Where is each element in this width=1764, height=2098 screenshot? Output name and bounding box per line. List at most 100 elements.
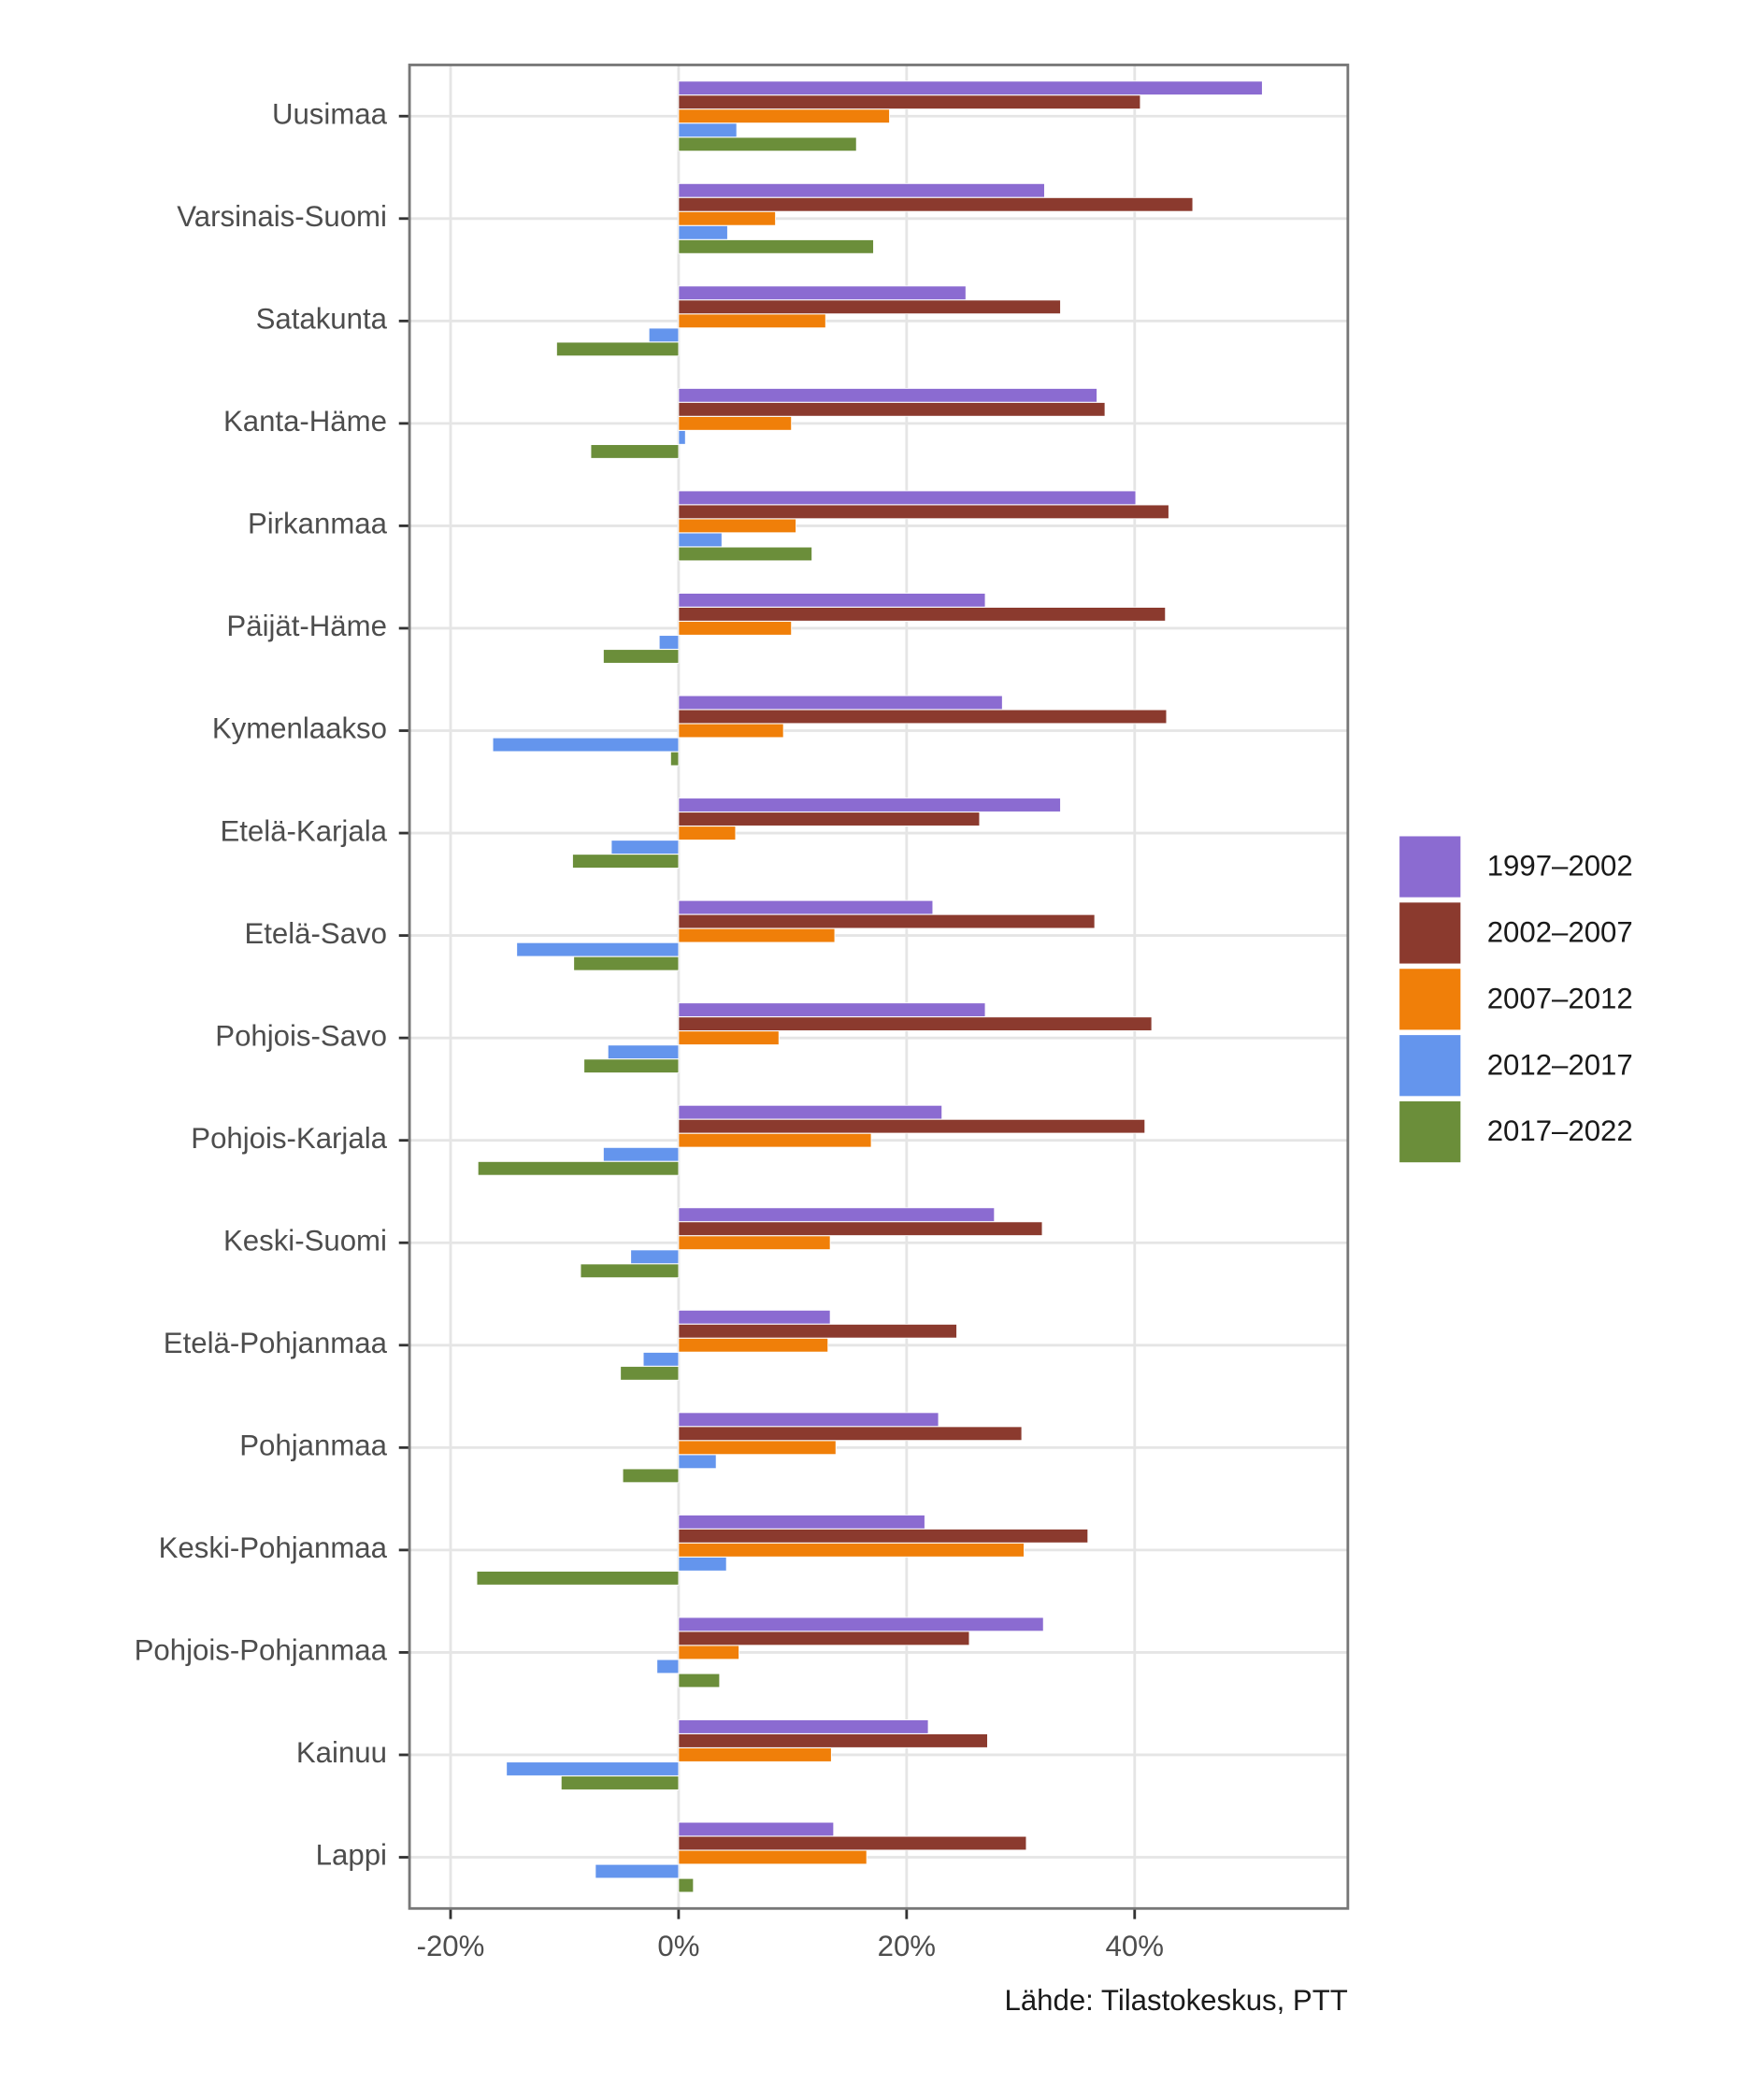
bar bbox=[678, 122, 738, 138]
bar bbox=[678, 1221, 1043, 1237]
y-tick-label: Uusimaa bbox=[272, 97, 388, 130]
bar bbox=[678, 402, 1106, 417]
bar bbox=[590, 444, 680, 459]
bar bbox=[678, 1412, 939, 1428]
bar bbox=[678, 1529, 1089, 1544]
y-tick-label: Satakunta bbox=[256, 303, 388, 336]
bar bbox=[476, 1571, 680, 1586]
bar bbox=[678, 1016, 1153, 1031]
bar bbox=[678, 532, 723, 548]
y-tick-label: Kainuu bbox=[296, 1736, 387, 1769]
bar bbox=[678, 1557, 727, 1572]
y-tick-label: Lappi bbox=[316, 1839, 387, 1872]
bar bbox=[678, 607, 1167, 622]
bar bbox=[678, 1002, 986, 1017]
bar bbox=[583, 1058, 680, 1073]
bar bbox=[678, 709, 1168, 725]
bar bbox=[678, 1309, 831, 1325]
bar bbox=[678, 1877, 695, 1893]
bar bbox=[678, 899, 934, 915]
bar bbox=[678, 388, 1097, 403]
y-tick-label: Päijät-Häme bbox=[226, 610, 387, 642]
legend-swatch bbox=[1399, 836, 1461, 898]
bar bbox=[678, 798, 1061, 812]
bar bbox=[678, 1835, 1027, 1851]
x-tick-label: 0% bbox=[657, 1930, 699, 1962]
bar bbox=[678, 285, 967, 301]
y-tick-label: Keski-Pohjanmaa bbox=[159, 1531, 388, 1564]
bar bbox=[678, 1821, 835, 1837]
bar bbox=[678, 518, 796, 534]
y-tick-label: Kymenlaakso bbox=[212, 712, 387, 745]
bar bbox=[678, 1118, 1146, 1134]
bar bbox=[477, 1160, 680, 1176]
bar bbox=[678, 1747, 832, 1762]
bar bbox=[678, 225, 728, 240]
bar bbox=[580, 1263, 680, 1279]
bar bbox=[678, 826, 737, 841]
bar bbox=[678, 1337, 829, 1353]
bar bbox=[678, 1673, 721, 1688]
bar bbox=[678, 490, 1137, 506]
y-tick-label: Etelä-Savo bbox=[244, 917, 386, 950]
bar bbox=[678, 1719, 929, 1734]
bar bbox=[678, 137, 857, 152]
bar bbox=[678, 927, 836, 943]
x-tick-label: -20% bbox=[417, 1930, 485, 1962]
x-tick-label: 40% bbox=[1106, 1930, 1164, 1962]
bar bbox=[572, 854, 680, 869]
bar bbox=[678, 416, 793, 431]
bar bbox=[656, 1659, 680, 1674]
bar bbox=[678, 1733, 988, 1748]
y-tick-label: Pohjois-Karjala bbox=[191, 1122, 387, 1155]
bar bbox=[678, 1207, 996, 1222]
x-tick-label: 20% bbox=[878, 1930, 936, 1962]
y-tick-label: Etelä-Karjala bbox=[220, 814, 387, 847]
bar bbox=[678, 1543, 1025, 1558]
legend-label: 1997–2002 bbox=[1487, 850, 1633, 883]
bar bbox=[678, 812, 981, 826]
y-tick-label: Varsinais-Suomi bbox=[177, 200, 387, 233]
bar bbox=[607, 1044, 680, 1059]
legend-swatch bbox=[1399, 1100, 1461, 1163]
bar bbox=[678, 239, 874, 254]
legend-label: 2012–2017 bbox=[1487, 1048, 1633, 1081]
bar bbox=[516, 941, 680, 957]
bar bbox=[622, 1468, 680, 1484]
bar bbox=[678, 695, 1003, 711]
bar bbox=[642, 1352, 680, 1367]
bar bbox=[678, 1030, 780, 1045]
bar bbox=[678, 1515, 925, 1530]
legend-swatch bbox=[1399, 902, 1461, 964]
legend-label: 2017–2022 bbox=[1487, 1114, 1633, 1147]
bar bbox=[678, 1617, 1044, 1632]
bar bbox=[678, 1323, 957, 1339]
bar bbox=[678, 621, 793, 636]
bar bbox=[678, 182, 1045, 198]
bar bbox=[678, 1849, 868, 1865]
bar bbox=[678, 430, 686, 445]
bar bbox=[630, 1249, 680, 1265]
plot-border bbox=[408, 64, 1350, 1910]
bar bbox=[506, 1761, 680, 1776]
legend-swatch bbox=[1399, 969, 1461, 1030]
y-tick-label: Pohjois-Savo bbox=[215, 1019, 387, 1052]
legend: 1997–2002 2002–2007 2007–2012 2012–2017 2017… bbox=[1399, 836, 1633, 1163]
y-tick-label: Etelä-Pohjanmaa bbox=[164, 1327, 388, 1359]
bar bbox=[492, 737, 680, 753]
bar bbox=[678, 546, 813, 562]
y-tick-label: Pohjois-Pohjanmaa bbox=[135, 1634, 388, 1667]
bar bbox=[620, 1366, 680, 1381]
bar bbox=[678, 1454, 717, 1470]
bar bbox=[610, 840, 680, 855]
legend-swatch bbox=[1399, 1035, 1461, 1097]
legend-label: 2002–2007 bbox=[1487, 916, 1633, 949]
bar bbox=[678, 1132, 872, 1148]
bar bbox=[658, 635, 680, 650]
bar bbox=[678, 94, 1141, 110]
caption: Lähde: Tilastokeskus, PTT bbox=[1004, 1984, 1347, 2017]
bar bbox=[602, 649, 680, 664]
bar bbox=[678, 1426, 1023, 1442]
bar bbox=[678, 313, 826, 329]
bar bbox=[560, 1775, 680, 1790]
